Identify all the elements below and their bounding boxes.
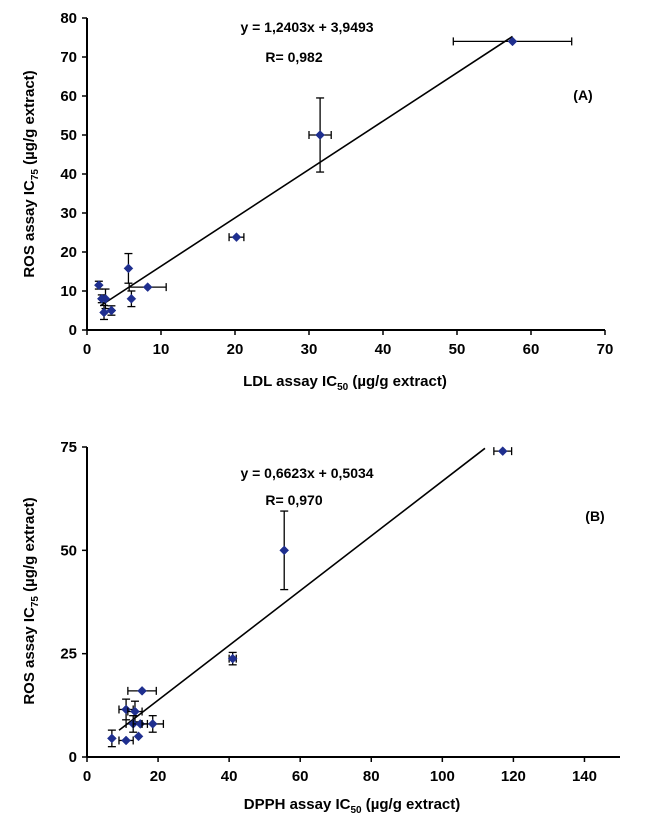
- y-axis-label-unit: (µg/g extract): [21, 70, 38, 169]
- y-tick-label: 30: [60, 205, 77, 222]
- y-axis-label-unit: (µg/g extract): [21, 497, 38, 596]
- regression-line: [118, 447, 486, 731]
- x-axis-label-main: LDL assay IC: [243, 373, 337, 390]
- x-tick-label: 10: [153, 341, 170, 358]
- data-point: [100, 293, 111, 304]
- y-tick-label: 75: [60, 439, 77, 456]
- y-tick-label: 40: [60, 166, 77, 183]
- y-tick-label: 25: [60, 646, 77, 663]
- x-axis-label-unit: (µg/g extract): [348, 373, 447, 390]
- y-tick-label: 10: [60, 283, 77, 300]
- data-point: [126, 293, 137, 304]
- y-axis-label: ROS assay IC75 (µg/g extract): [21, 497, 41, 704]
- y-axis-label-main: ROS assay IC: [21, 180, 38, 278]
- x-tick-label: 40: [375, 341, 392, 358]
- x-tick-label: 70: [597, 341, 614, 358]
- data-point: [123, 263, 134, 274]
- data-point: [147, 719, 158, 729]
- x-tick-label: 60: [292, 768, 309, 785]
- x-axis-label-main: DPPH assay IC: [244, 796, 351, 813]
- y-axis-label-subscript: 75: [30, 596, 41, 608]
- data-point: [137, 686, 147, 696]
- data-point: [227, 653, 238, 664]
- y-tick-label: 80: [60, 10, 77, 27]
- x-tick-label: 100: [430, 768, 455, 785]
- y-tick-label: 70: [60, 49, 77, 66]
- x-axis-label-unit: (µg/g extract): [362, 796, 461, 813]
- data-point: [106, 305, 117, 316]
- x-tick-label: 50: [449, 341, 466, 358]
- x-tick-label: 0: [83, 341, 91, 358]
- y-tick-label: 50: [60, 542, 77, 559]
- y-tick-label: 50: [60, 127, 77, 144]
- data-point: [107, 733, 117, 744]
- regression-equation: y = 1,2403x + 3,9493: [240, 19, 373, 35]
- data-point: [315, 130, 325, 140]
- x-tick-label: 0: [83, 768, 91, 785]
- data-point: [133, 731, 144, 742]
- data-point: [231, 232, 242, 243]
- regression-line: [99, 35, 513, 307]
- regression-equation: y = 0,6623x + 0,5034: [240, 465, 373, 481]
- y-tick-label: 0: [69, 322, 77, 339]
- x-axis-label-subscript: 50: [337, 382, 349, 393]
- x-axis-label: LDL assay IC50 (µg/g extract): [243, 373, 447, 393]
- x-tick-label: 120: [501, 768, 526, 785]
- data-point: [507, 36, 518, 47]
- data-point: [99, 307, 109, 318]
- data-point: [497, 446, 508, 456]
- y-axis-label-subscript: 75: [30, 169, 41, 181]
- panel-label: (A): [573, 87, 592, 103]
- correlation-r: R= 0,970: [265, 492, 322, 508]
- x-tick-label: 30: [301, 341, 318, 358]
- chart-panel-2: 0 20 40 60 80 100 120 140 0 25 50 75 y = 0,6623x + 0…: [21, 439, 620, 815]
- panel-label: (B): [585, 508, 604, 524]
- y-tick-label: 0: [69, 749, 77, 766]
- y-tick-label: 60: [60, 88, 77, 105]
- y-tick-label: 20: [60, 244, 77, 261]
- correlation-r: R= 0,982: [265, 49, 322, 65]
- y-axis-label: ROS assay IC75 (µg/g extract): [21, 70, 41, 277]
- x-tick-label: 20: [227, 341, 244, 358]
- data-point: [279, 545, 290, 556]
- data-point: [121, 704, 131, 715]
- x-tick-label: 20: [150, 768, 167, 785]
- data-point: [93, 280, 104, 291]
- y-axis-label-main: ROS assay IC: [21, 607, 38, 705]
- x-tick-label: 140: [572, 768, 597, 785]
- data-point: [121, 735, 131, 746]
- x-tick-label: 60: [523, 341, 540, 358]
- chart-panel-1: 0 10 20 30 40 50 60 70 0 10 20 30 40 50 60 70 80 y = 1,24…: [21, 10, 613, 393]
- x-axis-label-subscript: 50: [350, 805, 362, 815]
- x-axis-label: DPPH assay IC50 (µg/g extract): [244, 796, 461, 815]
- data-point: [142, 282, 153, 292]
- x-tick-label: 80: [363, 768, 380, 785]
- x-tick-label: 40: [221, 768, 238, 785]
